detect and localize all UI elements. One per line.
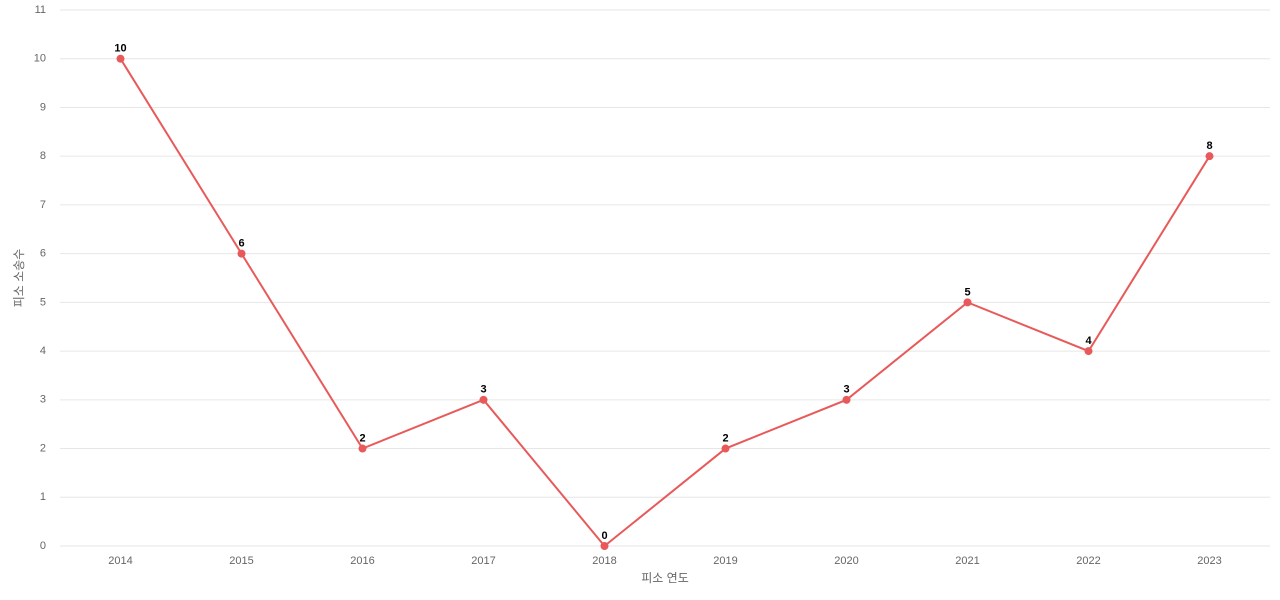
data-label: 3 [843, 384, 849, 396]
point [116, 54, 125, 63]
data-label: 2 [722, 432, 728, 444]
x-tick-label: 2019 [713, 555, 737, 567]
x-tick-label: 2016 [350, 555, 374, 567]
y-tick-label: 3 [40, 394, 46, 406]
point [721, 444, 730, 453]
point [842, 395, 851, 404]
data-label: 0 [601, 530, 607, 542]
point [963, 298, 972, 307]
y-tick-label: 5 [40, 296, 46, 308]
line [119, 58, 1211, 548]
data-label: 5 [964, 286, 970, 298]
data-label: 10 [114, 43, 126, 55]
y-tick-label: 2 [40, 442, 46, 454]
x-tick-label: 2017 [471, 555, 495, 567]
data-label: 2 [359, 432, 365, 444]
y-tick-label: 1 [40, 491, 46, 503]
y-tick-label: 7 [40, 199, 46, 211]
point [479, 395, 488, 404]
y-tick-label: 4 [40, 345, 46, 357]
data-label: 6 [238, 238, 244, 250]
data-label: 8 [1206, 140, 1212, 152]
y-axis-label: 피소 소송수 [12, 249, 26, 308]
point [1084, 347, 1093, 356]
data-label: 4 [1085, 335, 1092, 347]
x-tick-label: 2020 [834, 555, 858, 567]
x-tick-label: 2018 [592, 555, 616, 567]
y-tick-label: 0 [40, 540, 46, 552]
y-tick-label: 6 [40, 248, 46, 260]
point [600, 542, 609, 550]
x-axis-label: 피소 연도 [641, 571, 689, 585]
x-tick-label: 2014 [108, 555, 132, 567]
x-tick-label: 2022 [1076, 555, 1100, 567]
y-tick-label: 8 [40, 150, 46, 162]
x-tick-label: 2021 [955, 555, 979, 567]
y-tick-label: 11 [35, 4, 46, 16]
data-label: 3 [480, 384, 486, 396]
x-tick-label: 2015 [229, 555, 253, 567]
y-tick-label: 9 [40, 101, 46, 113]
point [237, 249, 246, 258]
y-tick-label: 10 [34, 53, 46, 65]
x-tick-label: 2023 [1197, 555, 1221, 567]
point [358, 444, 367, 453]
point [1205, 152, 1214, 161]
